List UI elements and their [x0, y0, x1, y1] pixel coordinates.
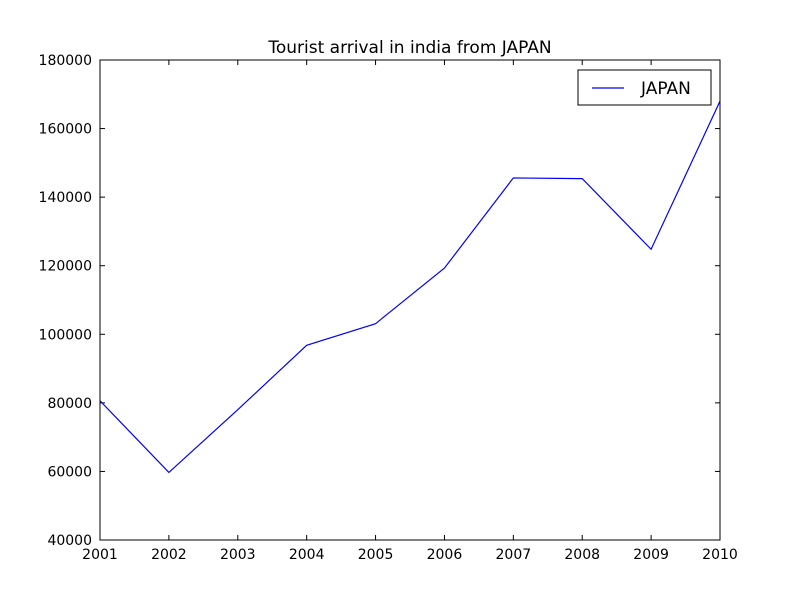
y-tick-label: 140000	[39, 190, 92, 206]
chart-title: Tourist arrival in india from JAPAN	[267, 38, 551, 58]
x-tick-label: 2009	[633, 547, 669, 563]
plot-area	[99, 59, 721, 541]
x-tick-label: 2007	[496, 547, 532, 563]
series-line-japan	[100, 100, 720, 474]
x-tick-label: 2010	[702, 547, 738, 563]
y-tick-label: 80000	[47, 396, 92, 412]
y-tick-label: 160000	[39, 122, 92, 138]
axes-frame	[99, 59, 721, 541]
y-tick-label: 40000	[47, 533, 92, 549]
x-tick-label: 2005	[358, 547, 394, 563]
x-tick-label: 2002	[151, 547, 187, 563]
y-tick-label: 60000	[47, 464, 92, 480]
legend: JAPAN	[577, 69, 712, 106]
y-tick-label: 100000	[39, 327, 92, 343]
x-tick-label: 2003	[220, 547, 256, 563]
x-tick-label: 2006	[427, 547, 463, 563]
y-tick-label: 120000	[39, 259, 92, 275]
x-tick-label: 2001	[82, 547, 118, 563]
x-tick-label: 2008	[564, 547, 600, 563]
x-tick-label: 2004	[289, 547, 325, 563]
y-tick-label: 180000	[39, 53, 92, 69]
y-axis: 40000 60000 80000 100000 120000 140000 160000 1…	[39, 53, 720, 549]
x-axis: 2001 2002 2003 2004 2005 2006 2007 2008 2009 2010	[82, 60, 738, 563]
legend-label: JAPAN	[640, 79, 691, 99]
